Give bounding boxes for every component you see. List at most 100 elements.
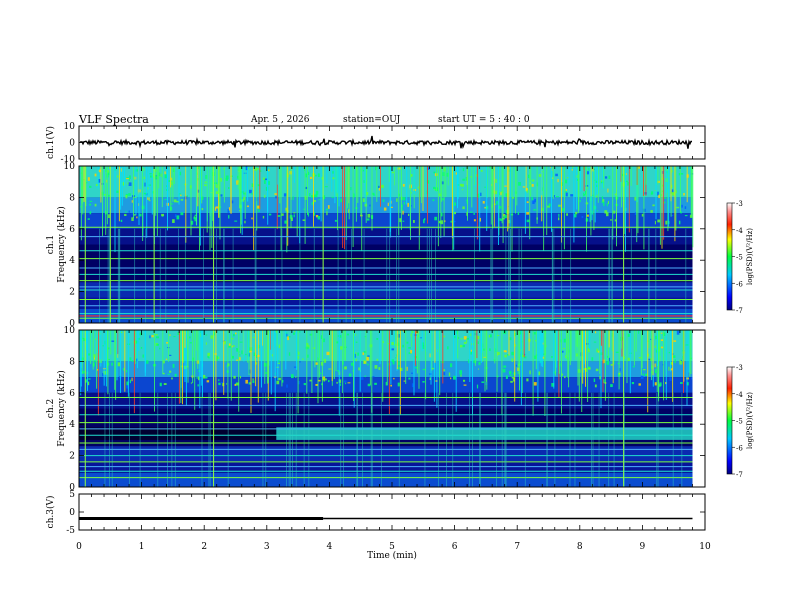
ch1-spectrogram-sferic — [345, 166, 347, 240]
ch2-spectrogram-sferic — [369, 330, 371, 385]
ch2-spectrogram-speckle — [159, 347, 161, 350]
ch1-spectrogram-speckle — [531, 184, 534, 187]
ch1-spectrogram-sferic — [380, 166, 381, 207]
ch2-spectrogram-sferic — [537, 330, 539, 402]
ch1-spectrogram-sferic — [443, 166, 445, 237]
ch1-spectrogram-speckle — [558, 213, 560, 217]
ch1-spectrogram-speckle — [558, 217, 560, 221]
ch1-spectrogram-image — [79, 166, 694, 323]
ch2-spectrogram-y-tick-label: 8 — [69, 357, 75, 367]
ch2-spectrogram-speckle — [511, 358, 514, 362]
ch2-spectrogram-sferic — [270, 330, 272, 350]
ch1-spectrogram-sferic — [355, 166, 357, 222]
ch1-spectrogram-speckle — [433, 171, 436, 174]
ch1-spectrogram-speckle — [665, 220, 668, 225]
ch1-spectrogram-speckle — [565, 192, 568, 197]
ch2-spectrogram-speckle — [376, 358, 379, 361]
ch1-spectrogram-sferic — [211, 166, 213, 248]
ch2-spectrogram-sferic — [314, 330, 316, 368]
ch2-spectrogram-sferic — [413, 330, 415, 396]
ch1-spectrogram-sferic — [583, 166, 585, 192]
ch1-spectrogram-speckle — [547, 205, 551, 208]
ch1-spectrogram-speckle — [108, 194, 111, 197]
ch1-spectrogram-speckle — [476, 193, 480, 198]
ch1-spectrogram-speckle — [424, 218, 426, 221]
ch2-spectrogram-sferic — [647, 330, 649, 413]
ch1-spectrogram-speckle — [565, 190, 567, 194]
ch2-spectrogram-speckle — [167, 373, 170, 375]
ch2-spectrogram-speckle — [670, 368, 673, 371]
ch1-spectrogram-speckle — [517, 212, 520, 215]
ch2-spectrogram-speckle — [463, 384, 467, 386]
ch2-spectrogram-speckle — [156, 336, 160, 339]
ch2-spectrogram-speckle — [496, 375, 499, 378]
ch2-spectrogram-speckle — [163, 360, 165, 364]
ch1-spectrogram-speckle — [681, 204, 683, 208]
ch1-spectrogram-sferic — [568, 166, 570, 186]
ch1-spectrogram-speckle — [434, 188, 436, 191]
ch2-spectrogram-speckle — [489, 334, 492, 337]
ch2-spectrogram-sferic — [672, 330, 674, 402]
ch1-spectrogram-sferic — [663, 166, 665, 240]
ch2-spectrogram-speckle — [583, 368, 586, 370]
ch1-spectrogram-sferic — [467, 166, 468, 221]
ch2-spectrogram-speckle — [406, 366, 408, 371]
ch2-spectrogram-speckle — [515, 364, 518, 367]
ch2-spectrogram-sferic — [633, 330, 635, 366]
ch1-spectrogram-speckle — [465, 176, 468, 181]
ch2-spectrogram-sferic — [90, 330, 92, 364]
ch2-spectrogram-speckle — [142, 354, 144, 358]
ch2-spectrogram-sferic — [607, 330, 609, 362]
ch2-spectrogram-sferic — [353, 330, 354, 401]
ch1-spectrogram-speckle — [148, 199, 151, 202]
ch2-spectrogram-speckle — [519, 331, 523, 335]
ch2-spectrogram-emission-band — [276, 427, 693, 440]
ch2-spectrogram-sferic — [554, 330, 556, 376]
ch1-spectrogram-speckle — [671, 215, 674, 217]
ch1-spectrogram-sferic — [256, 166, 258, 231]
ch1-spectrogram-speckle — [161, 213, 165, 217]
ch2-spectrogram-speckle — [224, 360, 227, 363]
ch1-spectrogram-speckle — [402, 210, 404, 215]
ch1-spectrogram-speckle — [508, 220, 511, 224]
ch2-spectrogram-speckle — [391, 359, 394, 362]
ch2-spectrogram-speckle — [315, 362, 319, 365]
ch2-spectrogram-sferic — [247, 330, 249, 361]
ch2-spectrogram-speckle — [336, 341, 339, 344]
ch1-spectrogram-speckle — [462, 168, 465, 172]
ch2-spectrogram-speckle — [320, 335, 322, 340]
ch2-spectrogram-speckle — [623, 356, 626, 360]
ch2-spectrogram-sferic — [105, 330, 107, 387]
ch1-spectrogram-sferic — [502, 166, 504, 244]
ch3-waveform-y-tick-label: 5 — [69, 490, 75, 500]
ch2-spectrogram-speckle — [502, 368, 506, 373]
ch2-spectrogram-sferic — [481, 330, 483, 353]
ch2-spectrogram-sferic — [626, 330, 628, 384]
ch1-spectrogram-sferic — [447, 166, 449, 186]
ch2-spectrogram-sferic — [184, 330, 186, 382]
ch1-spectrogram-sferic — [668, 166, 670, 227]
ch1-spectrogram-speckle — [446, 172, 449, 177]
ch1-spectrogram-speckle — [522, 186, 526, 188]
ch2-spectrogram-speckle — [484, 382, 488, 386]
x-tick-label: 9 — [640, 542, 646, 552]
ch2-spectrogram-speckle — [117, 362, 121, 367]
ch2-spectrogram-speckle — [406, 341, 409, 344]
ch1-spectrogram-sferic — [244, 166, 246, 219]
ch2-spectrogram-sferic — [124, 330, 126, 392]
ch1-spectrogram-speckle — [462, 178, 465, 181]
ch1-spectrogram-speckle — [225, 177, 229, 181]
ch2-spectrogram-speckle — [505, 375, 508, 380]
ch1-spectrogram-sferic — [593, 166, 595, 230]
ch1-spectrogram-sferic — [410, 166, 411, 240]
ch2-spectrogram-speckle — [606, 355, 609, 358]
ch2-spectrogram-speckle — [587, 367, 591, 370]
ch1-spectrogram-speckle — [438, 193, 442, 197]
ch1-spectrogram-sferic — [474, 166, 476, 186]
ch1-spectrogram-sferic — [525, 166, 527, 192]
ch2-spectrogram-sferic — [657, 330, 658, 367]
x-tick-label: 5 — [389, 542, 395, 552]
ch2-spectrogram-sferic — [182, 330, 183, 405]
ch2-spectrogram-speckle — [85, 379, 88, 382]
ch1-spectrogram-speckle — [186, 195, 188, 197]
